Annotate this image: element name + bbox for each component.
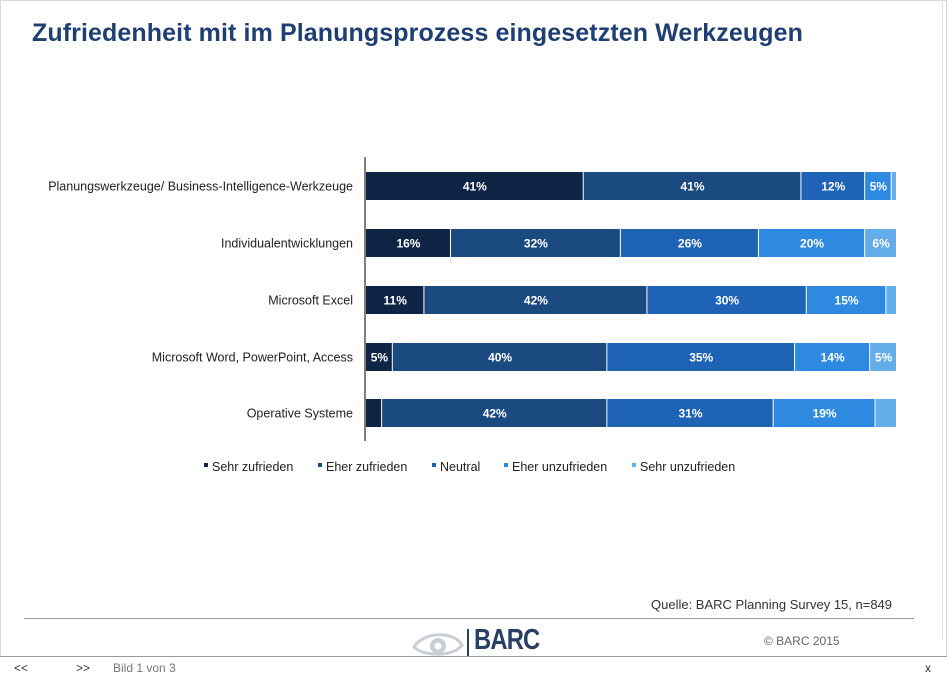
category-label: Microsoft Excel [268, 294, 353, 308]
data-label: 11% [384, 294, 408, 308]
bar-segment [758, 229, 865, 257]
legend-marker [504, 463, 508, 467]
legend-marker [632, 463, 636, 467]
bar-segment [886, 286, 896, 314]
previous-button[interactable]: << [14, 661, 29, 675]
data-label: 14% [821, 351, 845, 365]
bar-segment [875, 399, 896, 427]
data-label: 41% [463, 180, 487, 194]
legend-label: Sehr unzufrieden [640, 460, 735, 474]
legend-label: Eher unzufrieden [512, 460, 607, 474]
data-label: 6% [872, 237, 890, 251]
data-label: 30% [715, 294, 739, 308]
data-label: 19% [813, 407, 837, 421]
bar-segment [891, 172, 896, 200]
data-label: 26% [678, 237, 702, 251]
bar-segment [450, 229, 620, 257]
legend-marker [204, 463, 208, 467]
bar-segment [801, 172, 865, 200]
bar-segment [865, 229, 896, 257]
bar-segment [870, 343, 896, 371]
bar-segment [366, 399, 382, 427]
bar-segment [392, 343, 607, 371]
bar-segment [366, 172, 583, 200]
bar-segment [424, 286, 647, 314]
close-button[interactable]: x [925, 661, 931, 675]
data-label: 16% [396, 237, 420, 251]
chart-title: Zufriedenheit mit im Planungsprozess ein… [32, 19, 803, 47]
category-label: Planungswerkzeuge/ Business-Intelligence… [48, 180, 353, 194]
slideshow-navbar: << >> Bild 1 von 3 x [0, 656, 947, 690]
bar-segment [806, 286, 886, 314]
bar-segment [865, 172, 891, 200]
legend-marker [432, 463, 436, 467]
legend-label: Eher zufrieden [326, 460, 407, 474]
bar-segment [647, 286, 806, 314]
data-label: 5% [371, 351, 389, 365]
data-label: 31% [678, 407, 702, 421]
data-label: 15% [835, 294, 859, 308]
bar-segment [366, 286, 424, 314]
data-label: 12% [821, 180, 845, 194]
data-label: 32% [524, 237, 548, 251]
category-label: Individualentwicklungen [221, 237, 353, 251]
bar-segment [366, 229, 450, 257]
footer-divider [24, 618, 914, 619]
page-indicator: Bild 1 von 3 [113, 661, 176, 675]
bar-segment [583, 172, 801, 200]
copyright: © BARC 2015 [764, 634, 840, 648]
data-label: 20% [800, 237, 824, 251]
bar-segment [366, 343, 392, 371]
legend-label: Neutral [440, 460, 480, 474]
right-border [942, 0, 943, 640]
bar-segment [773, 399, 875, 427]
next-button[interactable]: >> [76, 661, 91, 675]
category-label: Operative Systeme [247, 407, 353, 421]
legend-marker [318, 463, 322, 467]
data-label: 42% [483, 407, 507, 421]
barc-eye-logo [412, 629, 469, 656]
data-label: 5% [875, 351, 893, 365]
data-label: 42% [524, 294, 548, 308]
bar-segment [382, 399, 607, 427]
legend-label: Sehr zufrieden [212, 460, 293, 474]
stacked-bar-chart: Planungswerkzeuge/ Business-Intelligence… [48, 157, 896, 474]
data-label: 41% [681, 180, 705, 194]
bar-segment [620, 229, 758, 257]
bar-segment [795, 343, 870, 371]
category-label: Microsoft Word, PowerPoint, Access [152, 351, 353, 365]
source-note: Quelle: BARC Planning Survey 15, n=849 [651, 597, 893, 612]
barc-logo-text: BARC [474, 624, 540, 656]
data-label: 40% [488, 351, 512, 365]
data-label: 5% [870, 180, 888, 194]
bar-segment [607, 343, 795, 371]
data-label: 35% [689, 351, 713, 365]
bar-segment [607, 399, 773, 427]
